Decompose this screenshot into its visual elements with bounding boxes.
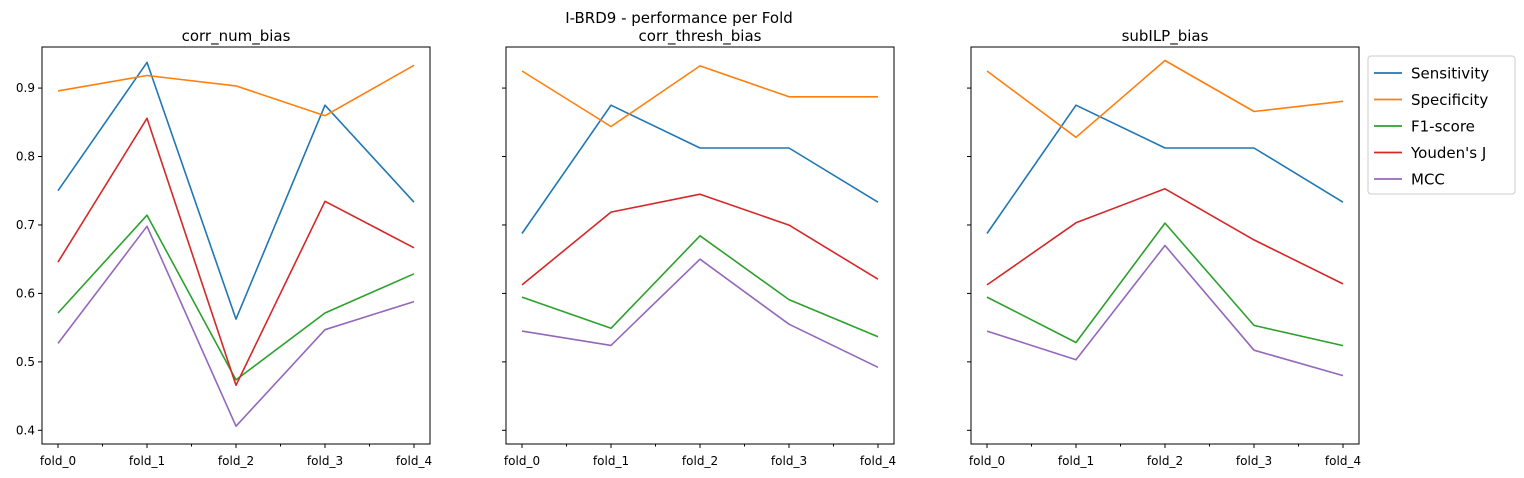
x-tick-label: fold_3 — [1236, 454, 1272, 468]
x-tick-label: fold_2 — [218, 454, 254, 468]
series-line-mcc — [986, 244, 1344, 377]
series-line-sensitivity — [57, 61, 415, 320]
series-line-sensitivity — [521, 104, 879, 234]
legend-label: F1-score — [1411, 118, 1475, 136]
y-tick-label: 0.9 — [16, 81, 35, 95]
legend-label: Sensitivity — [1411, 65, 1489, 83]
legend: Sensitivity Specificity F1-score Youden's J… — [1367, 55, 1516, 195]
legend-label: MCC — [1411, 171, 1445, 189]
x-tick-label: fold_2 — [682, 454, 718, 468]
y-tick-label: 0.8 — [16, 150, 35, 164]
subplot-title: subILP_bias — [1122, 27, 1209, 46]
series-line-sensitivity — [986, 104, 1344, 234]
series-line-f1-score — [521, 235, 879, 338]
series-line-specificity — [521, 65, 878, 128]
x-tick-label: fold_0 — [40, 454, 76, 468]
series-line-specificity — [57, 64, 415, 117]
x-tick-label: fold_0 — [969, 454, 1005, 468]
x-tick-label: fold_4 — [860, 454, 896, 468]
series-line-youden-s-j — [521, 193, 879, 286]
y-tick-label: 0.7 — [16, 218, 35, 232]
y-tick-label: 0.5 — [16, 355, 35, 369]
subplot-title: corr_num_bias — [182, 27, 291, 46]
plot-frame — [505, 46, 895, 445]
figure-suptitle: I-BRD9 - performance per Fold — [565, 9, 793, 27]
x-tick-label: fold_1 — [1058, 454, 1094, 468]
x-tick-label: fold_0 — [504, 454, 540, 468]
series-line-youden-s-j — [57, 117, 415, 387]
x-tick-label: fold_3 — [771, 454, 807, 468]
legend-label: Youden's J — [1410, 144, 1486, 162]
x-tick-label: fold_2 — [1147, 454, 1183, 468]
subplot-1: corr_thresh_bias fold_0 fold_1 fold_2 fold_3… — [502, 27, 896, 468]
series-line-f1-score — [986, 222, 1344, 347]
x-tick-label: fold_4 — [396, 454, 432, 468]
legend-label: Specificity — [1411, 91, 1488, 109]
subplot-0: corr_num_bias 0.4 0.5 0.6 0.7 0.8 0.9 fold_0 fol… — [16, 27, 432, 468]
x-tick-label: fold_3 — [307, 454, 343, 468]
y-tick-label: 0.6 — [16, 286, 35, 300]
x-tick-label: fold_1 — [129, 454, 165, 468]
subplot-title: corr_thresh_bias — [639, 27, 762, 46]
legend-box — [1367, 55, 1516, 195]
series-line-mcc — [57, 225, 415, 428]
y-tick-label: 0.4 — [16, 423, 35, 437]
series-line-youden-s-j — [986, 188, 1344, 286]
series-line-f1-score — [57, 214, 415, 381]
x-tick-label: fold_1 — [593, 454, 629, 468]
x-tick-label: fold_4 — [1325, 454, 1361, 468]
subplot-2: subILP_bias fold_0 fold_1 fold_2 fold_3 fold_… — [967, 27, 1361, 468]
series-line-mcc — [521, 258, 879, 369]
series-line-specificity — [986, 59, 1344, 139]
